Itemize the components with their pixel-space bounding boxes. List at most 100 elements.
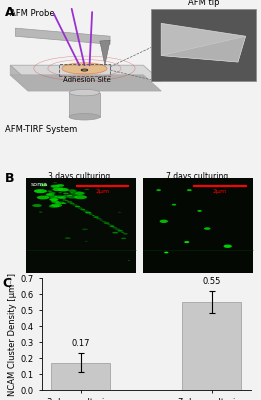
Ellipse shape: [115, 228, 120, 230]
Ellipse shape: [49, 192, 56, 194]
Ellipse shape: [49, 204, 60, 208]
Ellipse shape: [61, 202, 66, 204]
Ellipse shape: [92, 215, 95, 216]
Bar: [143, 178, 253, 273]
Ellipse shape: [204, 227, 210, 230]
Ellipse shape: [68, 189, 77, 192]
Ellipse shape: [51, 200, 59, 203]
Ellipse shape: [69, 192, 73, 193]
Ellipse shape: [223, 244, 232, 248]
Ellipse shape: [74, 195, 87, 199]
Ellipse shape: [50, 185, 60, 188]
Bar: [69, 93, 100, 117]
Ellipse shape: [184, 241, 189, 243]
Ellipse shape: [67, 201, 72, 203]
Ellipse shape: [56, 201, 64, 204]
Ellipse shape: [42, 183, 46, 184]
Text: A: A: [5, 6, 15, 19]
Polygon shape: [10, 75, 161, 91]
Ellipse shape: [75, 206, 80, 207]
Ellipse shape: [118, 212, 121, 213]
Ellipse shape: [104, 222, 110, 224]
Ellipse shape: [58, 196, 67, 199]
Ellipse shape: [121, 238, 126, 239]
Ellipse shape: [50, 196, 60, 199]
Ellipse shape: [71, 191, 84, 195]
Ellipse shape: [197, 210, 202, 212]
Bar: [59, 64, 110, 76]
Ellipse shape: [68, 190, 75, 192]
Bar: [26, 178, 136, 273]
Polygon shape: [161, 36, 246, 62]
Ellipse shape: [89, 213, 93, 215]
Text: 2μm: 2μm: [95, 189, 109, 194]
Ellipse shape: [34, 190, 42, 192]
Ellipse shape: [72, 204, 77, 206]
Ellipse shape: [69, 114, 100, 120]
Ellipse shape: [156, 189, 161, 191]
Ellipse shape: [54, 195, 64, 198]
Ellipse shape: [51, 204, 62, 207]
Ellipse shape: [110, 225, 115, 227]
Ellipse shape: [63, 195, 68, 197]
Text: 3 days culturing: 3 days culturing: [48, 172, 110, 182]
Ellipse shape: [187, 189, 192, 191]
Ellipse shape: [46, 193, 52, 195]
Ellipse shape: [75, 195, 87, 199]
Ellipse shape: [52, 185, 63, 189]
Bar: [151, 9, 256, 81]
Polygon shape: [161, 23, 246, 62]
Ellipse shape: [80, 209, 85, 210]
Ellipse shape: [93, 216, 99, 218]
Ellipse shape: [70, 203, 75, 204]
Ellipse shape: [85, 212, 91, 214]
Ellipse shape: [32, 204, 42, 207]
Text: AFM-TIRF System: AFM-TIRF System: [5, 125, 78, 134]
Ellipse shape: [123, 233, 128, 234]
Ellipse shape: [78, 207, 82, 209]
Ellipse shape: [61, 62, 108, 75]
Ellipse shape: [47, 190, 52, 192]
Ellipse shape: [58, 192, 62, 193]
Ellipse shape: [159, 220, 168, 223]
Ellipse shape: [53, 182, 57, 183]
Ellipse shape: [60, 197, 63, 198]
Ellipse shape: [51, 199, 57, 201]
Ellipse shape: [112, 232, 118, 234]
Text: soma: soma: [31, 182, 48, 187]
Ellipse shape: [62, 200, 66, 201]
Ellipse shape: [62, 198, 66, 200]
Ellipse shape: [85, 241, 87, 242]
Text: AFM tip: AFM tip: [188, 0, 219, 7]
Ellipse shape: [45, 195, 57, 198]
Ellipse shape: [102, 221, 106, 222]
Polygon shape: [10, 65, 28, 91]
Bar: [182, 302, 241, 390]
Ellipse shape: [84, 189, 89, 190]
Ellipse shape: [75, 192, 85, 195]
Ellipse shape: [172, 204, 176, 206]
Ellipse shape: [37, 196, 49, 200]
Ellipse shape: [65, 200, 68, 201]
Ellipse shape: [63, 193, 69, 194]
Ellipse shape: [67, 195, 72, 196]
Polygon shape: [15, 28, 110, 44]
Ellipse shape: [59, 188, 62, 189]
Ellipse shape: [164, 252, 168, 253]
Text: B: B: [5, 172, 15, 186]
Ellipse shape: [39, 184, 48, 186]
Ellipse shape: [96, 218, 101, 220]
Ellipse shape: [55, 202, 62, 204]
Y-axis label: NCAM Cluster Density [μm⁻²]: NCAM Cluster Density [μm⁻²]: [8, 272, 17, 396]
Text: Adhesion Site: Adhesion Site: [63, 77, 111, 83]
Ellipse shape: [49, 198, 58, 201]
Ellipse shape: [57, 188, 69, 192]
Ellipse shape: [82, 228, 88, 230]
Bar: [51, 363, 110, 390]
Polygon shape: [100, 40, 110, 65]
Ellipse shape: [107, 224, 111, 225]
Ellipse shape: [65, 237, 71, 239]
Ellipse shape: [128, 260, 130, 261]
Ellipse shape: [112, 227, 117, 228]
Ellipse shape: [67, 195, 78, 198]
